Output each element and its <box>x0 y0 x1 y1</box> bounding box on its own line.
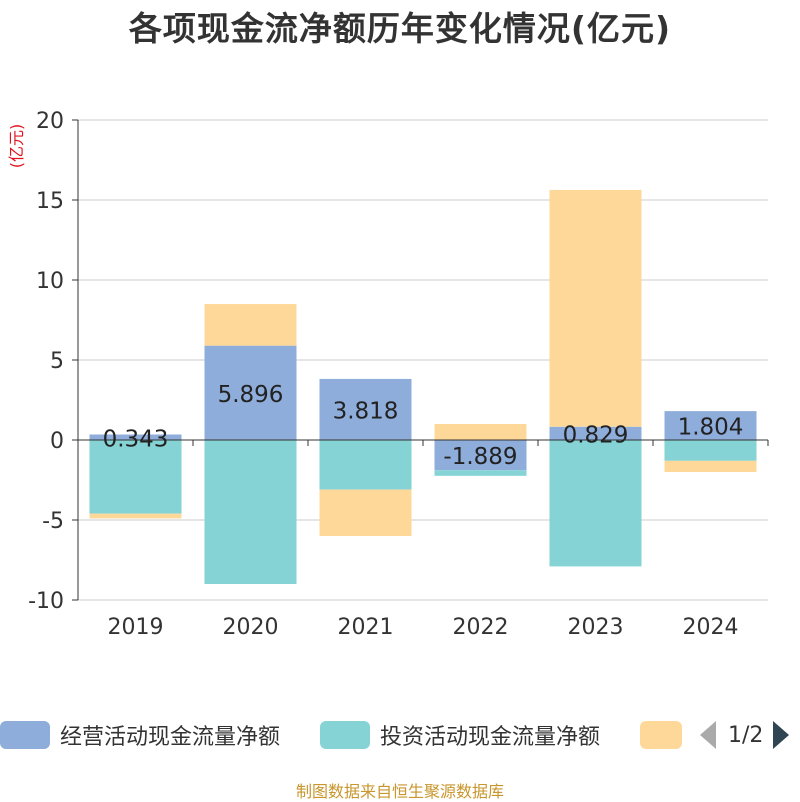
legend-pager: 1/2 <box>700 715 790 755</box>
bar-series0-2021 <box>319 378 412 440</box>
y-tick-label-4: 0 <box>50 429 64 454</box>
y-tick-label-3: 5 <box>50 349 64 374</box>
legend: 经营活动现金流量净额 投资活动现金流量净额 1/2 <box>0 715 800 755</box>
data-label-2019: 0.343 <box>103 426 169 452</box>
bar-series2-2024 <box>664 460 757 472</box>
bar-series1-2021 <box>319 440 412 490</box>
pager-text: 1/2 <box>728 722 764 748</box>
x-tick-label-2023: 2023 <box>568 615 624 640</box>
x-tick-label-2021: 2021 <box>338 615 394 640</box>
data-label-2023: 0.829 <box>563 422 629 448</box>
x-tick-label-2022: 2022 <box>453 615 509 640</box>
bar-series2-2021 <box>319 489 412 536</box>
chart-plot: 20 15 10 5 0 -5 -10 (亿元) 2019 2020 2021 2022 2023 202… <box>7 109 769 640</box>
y-axis-label: (亿元) <box>7 124 26 169</box>
bar-series2-2023 <box>549 189 642 427</box>
x-tick-label-2019: 2019 <box>108 615 164 640</box>
y-tick-label-6: -10 <box>28 589 64 614</box>
data-label-2022: -1.889 <box>443 444 517 470</box>
chart-title: 各项现金流净额历年变化情况(亿元) <box>128 9 672 48</box>
pager-prev-icon[interactable] <box>700 721 716 749</box>
legend-label-operating: 经营活动现金流量净额 <box>60 725 281 750</box>
legend-swatch-financing <box>640 721 682 749</box>
bar-series0-2020 <box>204 345 297 440</box>
x-tick-label-2020: 2020 <box>223 615 279 640</box>
bar-series0-2019 <box>89 434 182 440</box>
bar-series2-2022 <box>434 424 527 440</box>
legend-swatch-investing <box>320 721 370 749</box>
legend-swatch-operating <box>0 721 50 749</box>
bar-series1-2019 <box>89 440 182 514</box>
bar-series2-2020 <box>204 304 297 346</box>
data-label-2020: 5.896 <box>218 382 284 408</box>
x-tick-label-2024: 2024 <box>683 615 739 640</box>
bar-series2-2019 <box>89 513 182 519</box>
bar-series1-2024 <box>664 440 757 461</box>
bar-series1-2023 <box>549 440 642 567</box>
legend-label-investing: 投资活动现金流量净额 <box>380 725 601 750</box>
legend-item-financing[interactable] <box>640 715 692 755</box>
y-tick-label-1: 15 <box>36 189 64 214</box>
y-tick-label-2: 10 <box>36 269 64 294</box>
source-note: 制图数据来自恒生聚源数据库 <box>295 782 504 801</box>
bar-series0-2022 <box>434 440 527 471</box>
bar-series0-2023 <box>549 426 642 440</box>
y-tick-label-0: 20 <box>36 109 64 134</box>
legend-item-investing[interactable]: 投资活动现金流量净额 <box>320 715 600 755</box>
data-label-2021: 3.818 <box>333 398 399 424</box>
bar-series0-2024 <box>664 411 757 440</box>
pager-next-icon[interactable] <box>773 721 790 749</box>
y-tick-label-5: -5 <box>42 509 64 534</box>
data-label-2024: 1.804 <box>678 415 744 441</box>
legend-item-operating[interactable]: 经营活动现金流量净额 <box>0 715 280 755</box>
bar-series1-2022 <box>434 470 527 476</box>
bar-series1-2020 <box>204 440 297 584</box>
